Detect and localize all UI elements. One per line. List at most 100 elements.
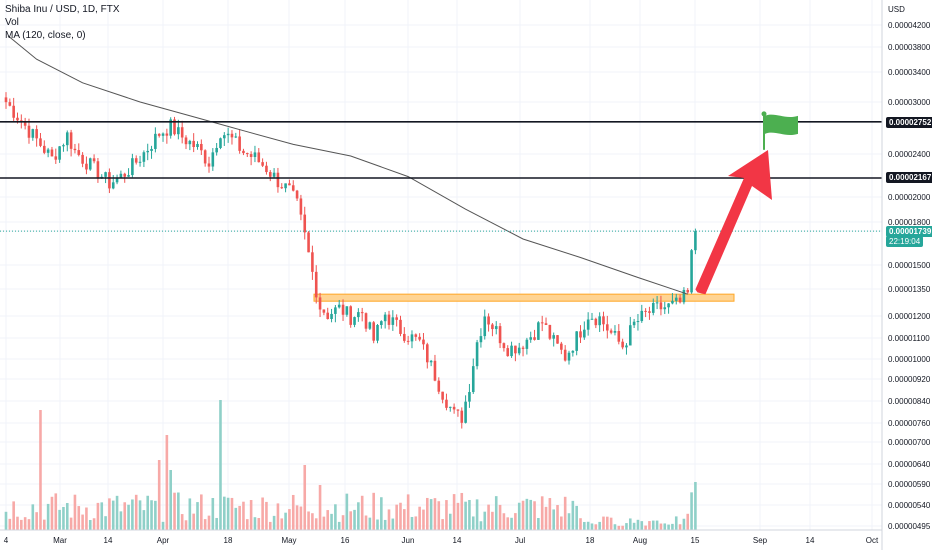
candle-body (268, 172, 272, 177)
candle-body (303, 214, 307, 233)
volume-bar (640, 521, 644, 530)
price-axis-tick-label: 0.00003000 (888, 98, 931, 107)
candle-body (8, 102, 12, 106)
volume-bar (544, 506, 548, 530)
volume-bar (694, 482, 697, 530)
volume-bar (648, 521, 651, 530)
volume-bar (671, 523, 674, 530)
candle-body (552, 335, 555, 339)
candle-body (376, 325, 379, 341)
candle-body (341, 304, 345, 315)
volume-bar (108, 498, 111, 530)
volume-bar (295, 505, 299, 530)
candle-body (575, 331, 578, 351)
price-axis-tick-label: 0.00000640 (888, 460, 931, 469)
candle-body (253, 152, 257, 157)
volume-bar (617, 525, 621, 530)
volume-bar (537, 517, 540, 530)
volume-bar (276, 503, 280, 530)
price-axis-tick-label: 0.00001000 (888, 355, 931, 364)
candle-body (196, 143, 199, 148)
candle-body (590, 318, 594, 320)
candle-body (242, 150, 245, 154)
volume-bar (525, 498, 529, 530)
volume-bar (349, 511, 352, 530)
candle-body (161, 133, 165, 136)
volume-legend: Vol (5, 17, 19, 28)
candle-body (609, 330, 613, 333)
horizontal-levels[interactable] (0, 121, 882, 179)
volume-bar (230, 497, 234, 530)
candle-body (200, 143, 203, 151)
candle-body (667, 303, 670, 308)
volume-bar (433, 498, 437, 530)
flag-icon[interactable] (761, 111, 799, 150)
candle-body (625, 345, 628, 348)
candle-body (142, 152, 146, 162)
price-axis-tick-label: 0.00000840 (888, 397, 931, 406)
candle-body (138, 161, 142, 163)
candle-body (537, 322, 540, 340)
candle-body (337, 304, 341, 308)
candle-body (364, 313, 368, 329)
volume-bar (238, 505, 241, 530)
volume-bar (115, 495, 119, 530)
candle-body (65, 132, 69, 146)
volume-bar (288, 509, 291, 530)
time-axis[interactable]: 4 Mar 14 Apr 18 May 16 Jun 14 Jul 18 Aug 15 Sep 14 Oct (0, 529, 882, 545)
candle-body (23, 121, 27, 126)
candle-body (150, 148, 153, 151)
candle-body (560, 343, 563, 350)
volume-bar (330, 513, 333, 530)
volume-bar (180, 514, 184, 530)
candle-body (73, 148, 77, 151)
candle-body (35, 129, 38, 139)
volume-bar (8, 518, 12, 530)
candle-body (517, 347, 521, 354)
volume-bar (307, 511, 310, 530)
candle-body (146, 150, 150, 153)
candle-body (628, 325, 632, 346)
volume-bar (464, 501, 467, 530)
price-axis-tick-label: 0.00000495 (888, 522, 931, 531)
candle-body (426, 344, 429, 363)
volume-bar (357, 502, 360, 530)
volume-bar (674, 516, 678, 530)
candle-body (372, 322, 375, 341)
volume-bar (16, 516, 19, 530)
volume-bar (387, 509, 391, 530)
candle-body (115, 177, 119, 183)
candle-body (380, 321, 383, 326)
volume-bar (360, 495, 364, 530)
volume-bar (406, 494, 410, 530)
candle-body (261, 162, 264, 166)
moving-average-line (7, 35, 688, 295)
candle-body (471, 366, 475, 393)
price-axis[interactable]: USD 0.00004200 0.00003800 0.00003400 0.00003… (881, 0, 931, 550)
volume-bar (219, 400, 222, 530)
volume-bar (659, 523, 663, 530)
volume-bar (184, 520, 188, 530)
volume-bar (437, 501, 441, 530)
candle-body (230, 133, 234, 138)
volume-bar (318, 485, 322, 530)
candle-body (640, 310, 644, 322)
volume-bar (203, 519, 207, 530)
candle-body (391, 317, 395, 325)
volume-bar (234, 507, 238, 530)
candle-body (127, 175, 130, 177)
volume-bar (261, 497, 264, 530)
time-axis-label: 18 (224, 536, 233, 545)
time-axis-label: 14 (806, 536, 815, 545)
volume-bar (663, 523, 667, 530)
projection-arrow[interactable] (695, 150, 772, 295)
time-axis-label: 14 (453, 536, 462, 545)
candle-body (54, 156, 58, 160)
candle-body (203, 150, 207, 164)
volume-bar (165, 435, 169, 530)
volume-bar (131, 499, 134, 530)
volume-bar (123, 502, 127, 530)
volume-bar (521, 500, 525, 530)
candle-body (62, 145, 65, 147)
